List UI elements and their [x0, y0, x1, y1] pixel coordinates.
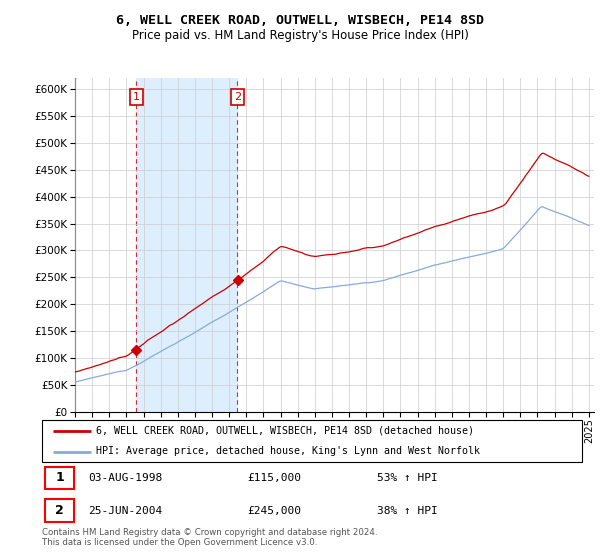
Text: 6, WELL CREEK ROAD, OUTWELL, WISBECH, PE14 8SD (detached house): 6, WELL CREEK ROAD, OUTWELL, WISBECH, PE…: [96, 426, 474, 436]
Text: 53% ↑ HPI: 53% ↑ HPI: [377, 473, 437, 483]
Text: 38% ↑ HPI: 38% ↑ HPI: [377, 506, 437, 516]
Text: 2: 2: [234, 92, 241, 102]
Text: 25-JUN-2004: 25-JUN-2004: [88, 506, 162, 516]
Text: 03-AUG-1998: 03-AUG-1998: [88, 473, 162, 483]
Text: 1: 1: [133, 92, 140, 102]
Text: £115,000: £115,000: [247, 473, 301, 483]
Text: 2: 2: [55, 504, 64, 517]
Text: Contains HM Land Registry data © Crown copyright and database right 2024.
This d: Contains HM Land Registry data © Crown c…: [42, 528, 377, 547]
Text: 1: 1: [55, 471, 64, 484]
Bar: [136, 78, 238, 412]
FancyBboxPatch shape: [45, 500, 74, 522]
Text: HPI: Average price, detached house, King's Lynn and West Norfolk: HPI: Average price, detached house, King…: [96, 446, 480, 456]
FancyBboxPatch shape: [45, 466, 74, 489]
FancyBboxPatch shape: [42, 420, 582, 462]
Text: 6, WELL CREEK ROAD, OUTWELL, WISBECH, PE14 8SD: 6, WELL CREEK ROAD, OUTWELL, WISBECH, PE…: [116, 14, 484, 27]
Text: Price paid vs. HM Land Registry's House Price Index (HPI): Price paid vs. HM Land Registry's House …: [131, 29, 469, 42]
Text: £245,000: £245,000: [247, 506, 301, 516]
